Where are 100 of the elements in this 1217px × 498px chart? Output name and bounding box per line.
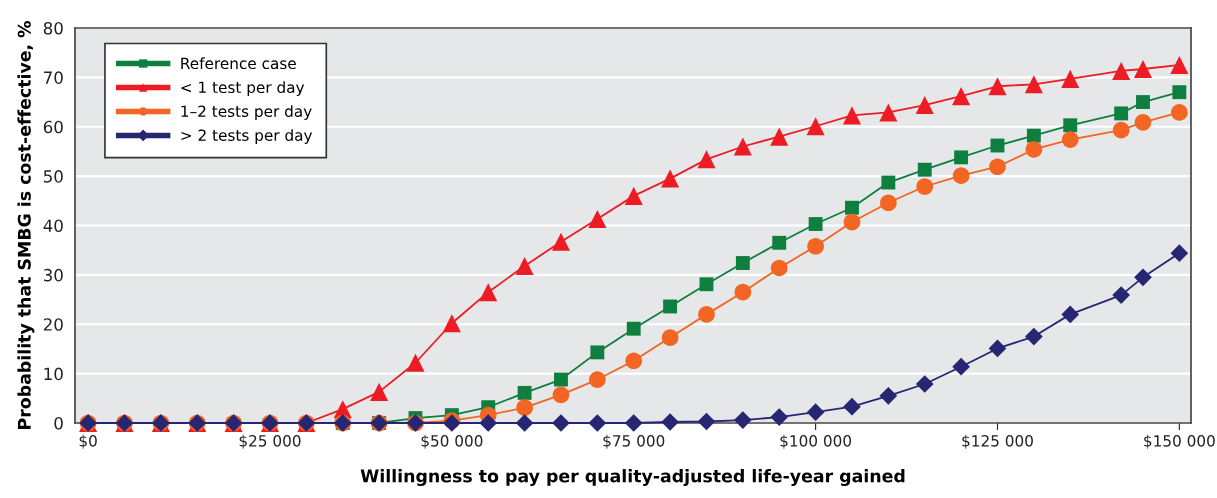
point (915, 375, 934, 393)
point (806, 117, 825, 136)
point (772, 235, 787, 250)
point (843, 397, 861, 416)
point (661, 169, 680, 188)
point (663, 299, 678, 314)
point (370, 382, 389, 401)
point (952, 357, 970, 376)
point (698, 306, 715, 323)
point (626, 321, 641, 336)
point (590, 345, 605, 360)
point (1026, 128, 1041, 143)
y-tick-label: 80 (43, 21, 63, 35)
point (697, 150, 716, 169)
y-tick-label: 40 (43, 219, 63, 233)
point (1063, 118, 1078, 133)
point (808, 217, 823, 231)
point (1171, 104, 1188, 121)
point (734, 411, 752, 429)
point (735, 256, 750, 270)
x-tick-label: $50 000 (421, 434, 483, 449)
y-tick-label: 70 (44, 71, 63, 84)
point (515, 256, 534, 276)
point (697, 412, 716, 431)
point (989, 158, 1006, 176)
legend-label: Reference case (181, 57, 296, 70)
point (988, 339, 1007, 358)
point (842, 106, 862, 125)
point (1025, 141, 1043, 158)
point (442, 314, 461, 333)
point (1061, 131, 1079, 148)
point (699, 277, 714, 292)
point (881, 175, 896, 190)
y-tick-label: 20 (43, 318, 63, 331)
point (554, 372, 568, 387)
point (515, 414, 534, 432)
point (845, 200, 859, 215)
point (880, 194, 897, 212)
point (1114, 106, 1129, 121)
point (661, 413, 679, 431)
point (806, 403, 825, 421)
y-tick-label: 50 (43, 170, 63, 183)
point (1024, 75, 1043, 94)
point (588, 414, 607, 432)
point (807, 237, 824, 255)
point (770, 259, 788, 277)
x-tick-label: $100 000 (780, 434, 852, 449)
x-tick-label: $75 000 (603, 434, 665, 449)
x-tick-label: $150 000 (1144, 434, 1215, 449)
legend-label: > 2 tests per day (181, 129, 313, 144)
y-tick-label: 0 (54, 416, 63, 430)
point (770, 127, 789, 146)
point (625, 352, 643, 370)
point (1112, 61, 1131, 80)
point (589, 371, 606, 388)
legend-label: < 1 test per day (181, 81, 305, 97)
x-tick-label: $0 (79, 434, 97, 449)
point (917, 162, 932, 177)
point (952, 167, 970, 184)
point (551, 232, 570, 251)
legend-label: 1–2 tests per day (181, 105, 312, 120)
point (879, 103, 898, 122)
y-tick-label: 10 (44, 367, 63, 381)
point (734, 283, 752, 301)
point (879, 387, 898, 405)
point (479, 414, 498, 432)
y-tick-label: 30 (43, 268, 63, 282)
point (1170, 244, 1189, 262)
point (552, 414, 570, 432)
point (954, 150, 969, 165)
point (988, 77, 1007, 96)
point (1172, 85, 1187, 100)
point (479, 283, 498, 302)
point (552, 386, 570, 404)
point (516, 399, 533, 417)
point (733, 137, 752, 156)
x-tick-label: $25 000 (239, 434, 301, 449)
point (1112, 121, 1130, 139)
point (661, 329, 679, 346)
point (915, 96, 934, 115)
point (1134, 113, 1152, 131)
point (1061, 305, 1080, 324)
point (1025, 327, 1043, 346)
point (1112, 286, 1130, 304)
point (624, 414, 643, 432)
point (1133, 59, 1153, 79)
point (1134, 268, 1152, 287)
point (1170, 56, 1189, 75)
y-tick-label: 60 (43, 120, 63, 134)
x-axis-title: Willingness to pay per quality-adjusted life-year gained (360, 469, 905, 486)
y-axis-title: Probability that SMBG is cost-effective, % (17, 21, 35, 429)
point (406, 353, 425, 372)
point (916, 178, 934, 195)
point (517, 385, 532, 400)
point (952, 87, 971, 106)
point (843, 213, 861, 231)
point (1061, 69, 1080, 88)
x-tick-label: $125 000 (962, 434, 1033, 449)
point (588, 210, 607, 229)
point (1136, 95, 1150, 110)
